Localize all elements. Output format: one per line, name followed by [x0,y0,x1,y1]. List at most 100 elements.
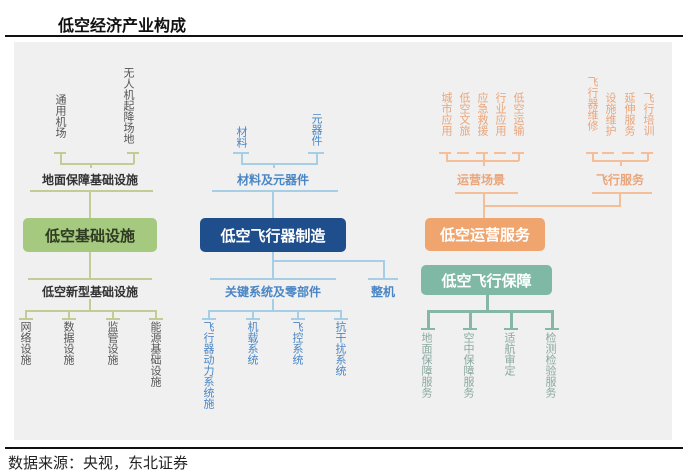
connector-line [483,205,621,207]
label-tourism: 低空文旅 [458,92,471,136]
label-maintenance: 飞行器维修 [586,76,599,131]
label-regulation: 监管设施 [106,321,119,365]
label-inspection: 检测检验服务 [544,332,557,398]
connector-line [241,152,243,164]
connector-line [297,310,299,318]
label-data: 数据设施 [62,321,75,365]
connector-line [620,160,622,166]
label-industry: 行业应用 [494,92,507,136]
label-drone-site: 无人机起降场地 [122,67,135,144]
connector-line [427,310,553,313]
label-scenarios: 运营场景 [456,173,506,187]
label-materials: 材料 [235,126,248,148]
label-urban: 城市应用 [440,92,453,136]
connector-line [518,152,520,161]
connector-line [208,310,210,318]
connector-line [273,163,275,168]
connector-line [60,152,62,164]
connector-line [592,192,652,194]
connector-line [619,192,621,206]
label-airborne-system: 机载系统 [246,321,259,365]
connector-line [155,310,157,318]
connector-line [60,163,134,165]
label-materials-components: 材料及元器件 [236,173,310,187]
label-whole-machine: 整机 [370,285,396,299]
connector-line [622,152,634,154]
footer-rule [5,447,683,449]
connector-line [19,318,33,320]
connector-line [90,163,92,168]
node-operations: 低空运营服务 [425,218,545,251]
label-flight-services: 飞行服务 [595,173,645,187]
node-manufacturing: 低空飞行器制造 [200,218,346,252]
connector-line [551,310,554,328]
label-energy: 能源基础设施 [149,321,162,387]
connector-line [439,152,451,154]
connector-line [202,318,216,320]
label-general-airport: 通用机场 [54,94,67,138]
connector-line [486,295,489,311]
node-infrastructure: 低空基础设施 [23,218,157,252]
connector-line [133,152,135,164]
connector-line [421,328,435,330]
connector-line [455,192,518,194]
label-ground-support: 地面保障服务 [420,332,433,398]
connector-line [592,152,594,161]
connector-line [494,152,506,154]
label-emergency: 应急救援 [476,92,489,136]
label-new-infra: 低空新型基础设施 [41,285,139,299]
connector-line [340,310,342,318]
connector-line [272,299,274,310]
label-air-support: 空中保障服务 [462,332,475,398]
label-facility-maintenance: 设施维护 [604,92,617,136]
label-training: 飞行培训 [642,92,655,136]
connector-line [446,160,519,162]
connector-line [252,310,254,318]
source-note: 数据来源：央视，东北证券 [8,454,189,472]
connector-line [272,252,274,278]
node-support: 低空飞行保障 [421,265,552,295]
connector-line [212,190,338,192]
connector-line [602,152,614,154]
connector-line [291,318,305,320]
label-power-system: 飞行器动力系统施 [202,321,215,409]
connector-line [272,260,385,262]
connector-line [25,310,27,318]
connector-line [30,190,153,192]
connector-line [647,152,649,161]
connector-line [89,252,91,278]
label-transport: 低空运输 [512,92,525,136]
connector-line [241,163,318,165]
title-rule [5,35,683,37]
connector-line [272,190,274,218]
connector-line [68,310,70,318]
connector-line [483,152,485,166]
connector-line [25,310,157,312]
connector-line [210,278,336,280]
connector-line [469,310,472,328]
label-flight-control: 飞控系统 [291,321,304,365]
connector-line [368,278,398,280]
connector-line [457,152,469,154]
label-network: 网络设施 [19,321,32,365]
connector-line [208,310,342,312]
label-components: 元器件 [310,113,323,146]
connector-line [246,318,260,320]
connector-line [149,318,163,320]
connector-line [62,318,76,320]
connector-line [316,152,318,164]
connector-line [89,190,91,218]
connector-line [545,328,559,330]
label-ground-infra: 地面保障基础设施 [41,173,139,187]
connector-line [89,299,91,310]
page-title: 低空经济产业构成 [58,16,187,35]
connector-line [383,260,385,278]
label-key-systems: 关键系统及零部件 [224,285,322,299]
label-anti-jamming: 抗干扰系统 [334,321,347,376]
connector-line [446,152,448,161]
label-airworthiness: 适航审定 [503,332,516,376]
connector-line [106,318,120,320]
connector-line [427,310,430,328]
connector-line [28,278,152,280]
